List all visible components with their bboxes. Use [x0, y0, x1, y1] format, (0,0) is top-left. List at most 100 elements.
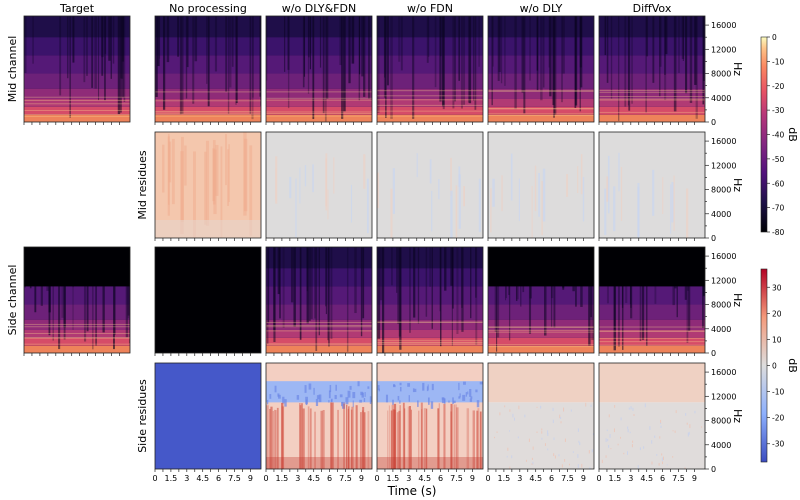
- negative-speck: [441, 398, 445, 404]
- residue-streak: [431, 190, 433, 232]
- onset-streak: [685, 16, 688, 94]
- residue-upper: [488, 363, 594, 403]
- residue-streak: [162, 144, 165, 193]
- residue-streak: [620, 166, 623, 222]
- onset-streak: [307, 16, 310, 94]
- residue-speck: [688, 431, 690, 435]
- residue-speck: [547, 430, 549, 435]
- onset-streak: [456, 247, 459, 334]
- frequency-band: [377, 319, 483, 330]
- harmonic-line: [599, 330, 705, 332]
- residue-speck: [532, 446, 534, 450]
- negative-speck: [328, 400, 330, 403]
- residue-streak: [275, 156, 278, 204]
- x-tick-label: 7.5: [561, 474, 574, 483]
- residue-streak: [243, 132, 247, 216]
- row-label: Mid channel: [6, 36, 19, 103]
- onset-streak: [129, 247, 130, 344]
- positive-streak: [450, 403, 453, 469]
- panel-frame: [154, 362, 262, 470]
- positive-streak: [276, 407, 279, 469]
- positive-streak: [314, 411, 316, 469]
- onset-streak: [494, 247, 497, 332]
- residue-speck: [623, 452, 625, 455]
- onset-streak: [339, 16, 342, 66]
- harmonic-line: [266, 321, 372, 323]
- residue-speck: [607, 438, 609, 442]
- x-tick-label: 1.5: [276, 474, 289, 483]
- panel-content: [377, 132, 483, 238]
- heatmap-panel: [598, 15, 706, 125]
- negative-speck: [318, 394, 322, 403]
- frequency-band: [24, 319, 130, 330]
- onset-streak: [361, 16, 364, 77]
- residue-speck: [577, 454, 579, 458]
- onset-streak: [279, 247, 281, 319]
- positive-streak: [367, 411, 370, 469]
- onset-streak: [702, 247, 704, 329]
- colorbar-tick-label: 20: [772, 309, 782, 318]
- colorbar-tick-label: -10: [772, 388, 784, 397]
- negative-speck: [269, 394, 272, 399]
- frequency-band: [599, 37, 705, 56]
- onset-streak: [429, 247, 431, 287]
- harmonic-line: [599, 326, 705, 328]
- onset-streak: [549, 16, 552, 97]
- onset-streak: [194, 16, 198, 62]
- negative-speck: [465, 392, 468, 397]
- panel-content: [599, 16, 705, 122]
- residue-streak: [184, 145, 187, 186]
- residue-streak: [220, 146, 223, 238]
- onset-streak: [363, 16, 366, 97]
- y-tick-label: 16000: [711, 21, 736, 30]
- harmonic-line: [488, 326, 594, 328]
- onset-streak: [181, 16, 184, 114]
- x-axis-label: Time (s): [387, 484, 437, 498]
- residue-speck: [631, 444, 633, 448]
- x-tick-label: 0: [263, 474, 268, 483]
- onset-streak: [157, 16, 160, 67]
- frequency-band: [488, 106, 594, 115]
- onset-streak: [108, 16, 111, 61]
- panel-content: [488, 363, 594, 469]
- positive-streak: [409, 405, 411, 469]
- onset-streak: [618, 16, 620, 121]
- negative-speck: [367, 386, 370, 389]
- onset-streak: [452, 16, 455, 109]
- frequency-band: [266, 16, 372, 38]
- residue-speck: [662, 461, 664, 465]
- panel-content: [155, 132, 261, 238]
- panel-frame: [265, 362, 373, 470]
- negative-speck: [399, 400, 401, 404]
- onset-streak: [229, 16, 232, 88]
- frequency-band: [599, 304, 705, 320]
- onset-streak: [514, 16, 517, 110]
- heatmap-panel: [598, 362, 706, 472]
- frequency-band: [599, 73, 705, 89]
- onset-streak: [52, 247, 54, 341]
- onset-streak: [397, 247, 399, 324]
- panel-content: [155, 363, 261, 469]
- negative-speck: [462, 394, 466, 401]
- residue-streak: [327, 189, 329, 220]
- onset-streak: [606, 16, 609, 83]
- panel-content: [599, 132, 705, 238]
- residue-streak: [490, 188, 492, 233]
- positive-streak: [453, 404, 456, 469]
- residue-speck: [560, 416, 562, 420]
- frequency-band: [266, 37, 372, 56]
- negative-speck: [469, 398, 473, 402]
- heatmap-panel: [23, 246, 131, 356]
- onset-streak: [227, 16, 230, 114]
- frequency-band: [266, 337, 372, 346]
- onset-streak: [645, 16, 647, 113]
- positive-streak: [309, 408, 312, 469]
- y-axis-label: Hz: [731, 293, 744, 307]
- onset-streak: [235, 16, 238, 103]
- harmonic-line: [266, 344, 372, 346]
- harmonic-line: [488, 107, 594, 109]
- onset-streak: [528, 247, 532, 334]
- colorbar-tick-label: -20: [772, 82, 784, 91]
- panel-content: [377, 363, 483, 469]
- colorbar-tick-label: 0: [772, 362, 777, 371]
